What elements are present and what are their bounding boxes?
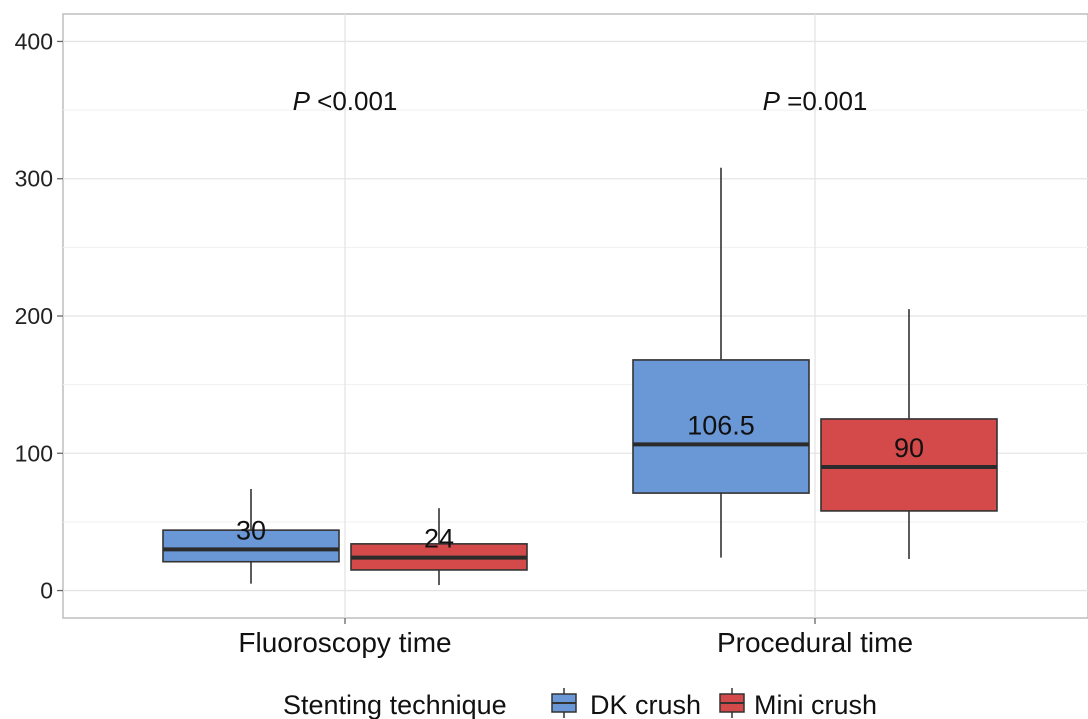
box-mini-crush bbox=[820, 309, 998, 559]
boxes bbox=[162, 167, 998, 586]
median-label: 30 bbox=[236, 515, 266, 545]
x-tick-label: Fluoroscopy time bbox=[238, 627, 451, 658]
median-label: 106.5 bbox=[687, 410, 755, 440]
y-tick-label: 100 bbox=[15, 440, 53, 466]
y-tick-label: 400 bbox=[15, 28, 53, 54]
box-dk-crush bbox=[162, 488, 340, 584]
box-mini-crush bbox=[350, 508, 528, 586]
legend-title: Stenting technique bbox=[283, 690, 507, 719]
p-value-symbol: P bbox=[293, 86, 311, 116]
box-body bbox=[820, 418, 998, 512]
grid-lines bbox=[62, 13, 1088, 619]
legend-label: Mini crush bbox=[754, 690, 877, 719]
box-body bbox=[162, 529, 340, 563]
legend: Stenting technique DK crush Mini crush bbox=[283, 688, 877, 719]
median-label: 90 bbox=[894, 433, 924, 463]
legend-label: DK crush bbox=[590, 690, 701, 719]
median-label: 24 bbox=[424, 524, 454, 554]
p-value-symbol: P bbox=[763, 86, 781, 116]
p-value-annotation: P =0.001 bbox=[763, 86, 868, 116]
box-body bbox=[632, 359, 810, 494]
box-dk-crush bbox=[632, 167, 810, 558]
y-axis: 0 100 200 300 400 Fluoroscopy time Procedural … bbox=[15, 28, 913, 658]
legend-key-dk-crush bbox=[551, 688, 577, 718]
y-tick-label: 0 bbox=[40, 578, 53, 604]
p-value-annotation: P <0.001 bbox=[293, 86, 398, 116]
y-tick-label: 300 bbox=[15, 166, 53, 192]
p-value-text: <0.001 bbox=[310, 86, 397, 116]
y-tick-label: 200 bbox=[15, 303, 53, 329]
p-value-text: =0.001 bbox=[780, 86, 867, 116]
legend-key-mini-crush bbox=[719, 688, 745, 718]
x-tick-label: Procedural time bbox=[717, 627, 913, 658]
